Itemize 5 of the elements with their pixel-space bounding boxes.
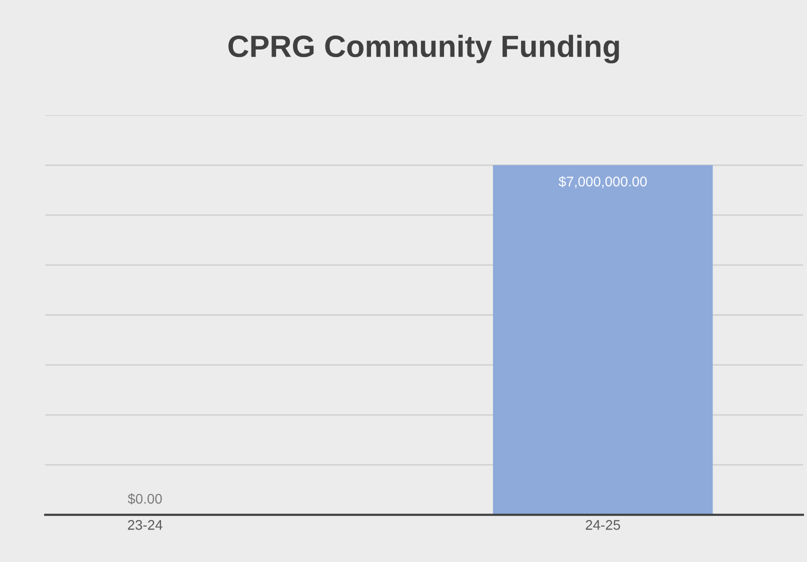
x-tick-label: 23-24 [128, 520, 162, 530]
data-label: $0.00 [128, 493, 162, 505]
x-tick-label: 24-25 [586, 520, 620, 530]
data-label: $7,000,000.00 [558, 176, 647, 188]
chart-title: CPRG Community Funding [228, 34, 619, 64]
